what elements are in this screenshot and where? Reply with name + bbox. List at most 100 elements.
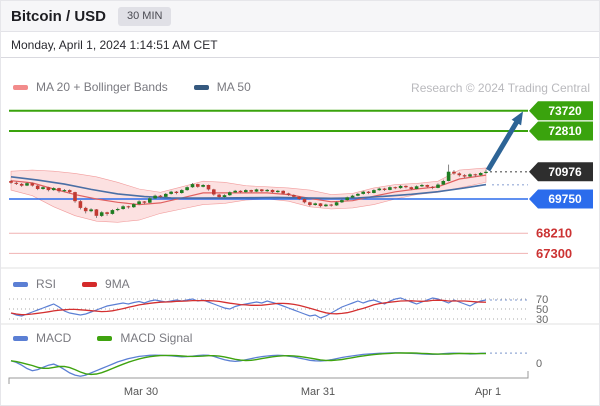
legend-label: 9MA bbox=[105, 277, 130, 291]
legend-item-macd-signal: MACD Signal bbox=[97, 331, 192, 345]
candle-body bbox=[414, 186, 419, 189]
x-axis-label: Apr 1 bbox=[475, 386, 501, 398]
candle-body bbox=[174, 191, 179, 193]
candle-body bbox=[14, 182, 19, 184]
candle-body bbox=[420, 185, 424, 187]
candle-body bbox=[446, 171, 451, 181]
candle-body bbox=[398, 185, 403, 189]
candle-body bbox=[249, 190, 253, 192]
candle-body bbox=[206, 185, 211, 190]
candle-body bbox=[473, 174, 478, 176]
legend-rsi: RSI 9MA bbox=[13, 277, 130, 291]
legend-label: MACD bbox=[36, 331, 72, 345]
candle-body bbox=[265, 189, 269, 192]
candle-body bbox=[340, 200, 344, 203]
candle-body bbox=[425, 185, 430, 187]
macd-signal-swatch-icon bbox=[97, 335, 113, 341]
rsi-9ma-swatch-icon bbox=[82, 281, 98, 287]
candle-body bbox=[99, 212, 104, 216]
candle-body bbox=[115, 209, 120, 211]
candle-body bbox=[9, 181, 13, 183]
candle-body bbox=[217, 194, 221, 197]
ma20-line bbox=[10, 174, 487, 206]
candle-body bbox=[254, 189, 259, 192]
candle-body bbox=[25, 183, 29, 186]
legend-item-bollinger: MA 20 + Bollinger Bands bbox=[13, 80, 168, 94]
candle-body bbox=[201, 185, 205, 187]
candle-body bbox=[404, 185, 408, 188]
candle-body bbox=[83, 207, 88, 212]
candle-body bbox=[441, 181, 446, 185]
candle-body bbox=[137, 201, 141, 205]
candle-body bbox=[313, 203, 317, 205]
price-level-badge-72810: 72810 bbox=[529, 121, 593, 141]
rsi-tick-label: 30 bbox=[536, 314, 548, 326]
candle-body bbox=[457, 173, 462, 176]
macd-swatch-icon bbox=[13, 335, 28, 341]
candle-body bbox=[345, 197, 349, 201]
candle-body bbox=[393, 187, 398, 189]
legend-main: MA 20 + Bollinger Bands MA 50 bbox=[13, 80, 251, 94]
candle-body bbox=[222, 195, 227, 197]
candle-body bbox=[372, 190, 376, 193]
candle-body bbox=[35, 185, 40, 189]
candle-body bbox=[110, 210, 115, 214]
candle-body bbox=[388, 187, 392, 190]
candle-body bbox=[468, 174, 472, 177]
candle-body bbox=[132, 204, 136, 208]
candle-body bbox=[324, 204, 328, 207]
candle-body bbox=[62, 190, 67, 192]
candle-body bbox=[142, 201, 147, 203]
candle-body bbox=[452, 171, 456, 174]
rsi-9ma-line bbox=[10, 299, 487, 316]
candle-body bbox=[260, 189, 264, 192]
candle-body bbox=[356, 193, 360, 196]
candle-body bbox=[302, 199, 307, 203]
legend-label: MA 50 bbox=[216, 80, 251, 94]
research-credit: Research © 2024 Trading Central bbox=[411, 81, 590, 95]
ma50-line bbox=[10, 176, 487, 200]
price-level-badge-70976: 70976 bbox=[529, 162, 593, 182]
candle-body bbox=[329, 204, 333, 206]
candle-body bbox=[126, 206, 131, 208]
candle-body bbox=[19, 183, 24, 186]
candle-body bbox=[51, 188, 56, 191]
candle-body bbox=[281, 190, 285, 194]
price-level-label-68210: 68210 bbox=[536, 226, 572, 241]
candle-body bbox=[89, 209, 93, 212]
rsi-tick-label: 50 bbox=[536, 304, 548, 316]
candle-body bbox=[361, 191, 365, 194]
price-level-badge-69750: 69750 bbox=[529, 189, 593, 209]
legend-label: MA 20 + Bollinger Bands bbox=[36, 80, 168, 94]
candle-body bbox=[158, 195, 163, 197]
price-level-badge-73720: 73720 bbox=[529, 101, 593, 121]
candle-body bbox=[153, 195, 157, 199]
candle-body bbox=[286, 193, 291, 195]
candle-body bbox=[169, 191, 173, 194]
candle-body bbox=[57, 188, 61, 192]
x-axis-label: Mar 31 bbox=[301, 386, 335, 398]
timeframe-badge: 30 MIN bbox=[118, 6, 172, 26]
legend-macd: MACD MACD Signal bbox=[13, 331, 192, 345]
candle-body bbox=[430, 186, 435, 188]
candle-body bbox=[41, 187, 45, 189]
candle-body bbox=[78, 201, 83, 208]
candle-body bbox=[334, 202, 339, 206]
candle-body bbox=[436, 184, 440, 188]
candle-body bbox=[180, 190, 184, 193]
candle-body bbox=[46, 187, 51, 191]
candle-body bbox=[366, 191, 371, 193]
candle-body bbox=[484, 171, 488, 173]
legend-label: MACD Signal bbox=[120, 331, 193, 345]
candle-body bbox=[185, 187, 189, 191]
bollinger-band bbox=[10, 167, 487, 223]
macd-signal-line bbox=[10, 352, 486, 376]
candle-body bbox=[377, 188, 382, 191]
ma50-swatch-icon bbox=[193, 84, 209, 90]
svg-text:69750: 69750 bbox=[548, 192, 582, 206]
candle-body bbox=[350, 195, 355, 198]
chart-subheader: Monday, April 1, 2024 1:14:51 AM CET bbox=[1, 32, 599, 58]
